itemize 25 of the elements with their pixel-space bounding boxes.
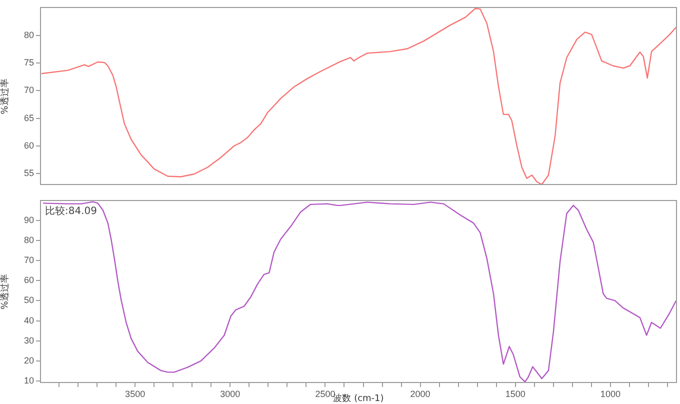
y-tick-label: 80	[24, 235, 34, 246]
x-axis-title: 波数 (cm-1)	[333, 392, 384, 404]
y-axis-title: %透过率	[0, 274, 11, 310]
y-tick-label: 55	[24, 168, 34, 178]
y-tick-label: 65	[24, 112, 34, 123]
annotation: 比较:84.09	[45, 204, 97, 217]
y-tick-label: 50	[24, 295, 34, 306]
y-tick-label: 90	[24, 214, 34, 225]
y-tick-label: 80	[24, 30, 34, 40]
y-tick-label: 60	[24, 275, 34, 286]
x-tick-label: 1500	[505, 388, 526, 399]
x-tick-label: 3000	[220, 388, 240, 399]
x-tick-label: 2000	[410, 388, 430, 399]
y-axis-title: %透过率	[0, 78, 11, 114]
y-tick-label: 70	[24, 255, 34, 266]
x-tick-label: 1000	[600, 388, 620, 399]
y-tick-label: 40	[24, 315, 34, 326]
x-tick-label: 2500	[315, 388, 336, 399]
y-tick-label: 20	[24, 355, 34, 366]
y-tick-label: 60	[24, 140, 34, 150]
x-tick-label: 3500	[125, 388, 146, 399]
y-tick-label: 70	[24, 85, 34, 96]
y-tick-label: 75	[24, 58, 34, 68]
y-tick-label: 10	[24, 375, 34, 386]
y-tick-label: 30	[24, 335, 34, 346]
